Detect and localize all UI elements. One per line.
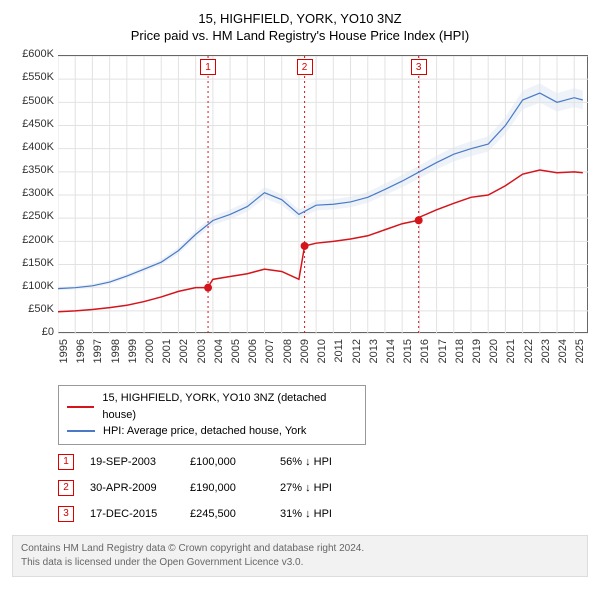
xtick-label: 2013 bbox=[368, 339, 380, 367]
xtick-label: 2003 bbox=[196, 339, 208, 367]
xtick-label: 1996 bbox=[75, 339, 87, 367]
xtick-label: 2025 bbox=[574, 339, 586, 367]
annotation-marker: 2 bbox=[58, 480, 74, 496]
xtick-label: 2009 bbox=[299, 339, 311, 367]
xtick-label: 2021 bbox=[505, 339, 517, 367]
xtick-label: 1998 bbox=[110, 339, 122, 367]
ytick-label: £500K bbox=[12, 95, 54, 107]
ytick-label: £100K bbox=[12, 280, 54, 292]
annotation-date: 30-APR-2009 bbox=[90, 475, 190, 501]
attribution-line1: Contains HM Land Registry data © Crown c… bbox=[21, 542, 579, 556]
annotation-price: £245,500 bbox=[190, 501, 280, 527]
legend-box: 15, HIGHFIELD, YORK, YO10 3NZ (detached … bbox=[58, 385, 366, 445]
annotation-row: 1 19-SEP-2003£100,00056% ↓ HPI bbox=[58, 449, 348, 475]
legend-swatch bbox=[67, 406, 94, 408]
annotation-row: 3 17-DEC-2015£245,50031% ↓ HPI bbox=[58, 501, 348, 527]
xtick-label: 2008 bbox=[282, 339, 294, 367]
xtick-label: 1995 bbox=[58, 339, 70, 367]
xtick-label: 2024 bbox=[557, 339, 569, 367]
annotation-delta: 27% ↓ HPI bbox=[280, 475, 348, 501]
xtick-label: 2020 bbox=[488, 339, 500, 367]
annotation-price: £190,000 bbox=[190, 475, 280, 501]
xtick-label: 2016 bbox=[419, 339, 431, 367]
xtick-label: 2005 bbox=[230, 339, 242, 367]
annotation-price: £100,000 bbox=[190, 449, 280, 475]
annotation-table: 1 19-SEP-2003£100,00056% ↓ HPI 2 30-APR-200… bbox=[58, 449, 348, 527]
xtick-label: 2019 bbox=[471, 339, 483, 367]
xtick-label: 2018 bbox=[454, 339, 466, 367]
ytick-label: £150K bbox=[12, 257, 54, 269]
legend-label: HPI: Average price, detached house, York bbox=[103, 423, 306, 440]
sale-marker-box: 3 bbox=[411, 59, 427, 75]
ytick-label: £600K bbox=[12, 48, 54, 60]
ytick-label: £300K bbox=[12, 187, 54, 199]
xtick-label: 2004 bbox=[213, 339, 225, 367]
xtick-label: 2007 bbox=[264, 339, 276, 367]
xtick-label: 2012 bbox=[351, 339, 363, 367]
ytick-label: £200K bbox=[12, 234, 54, 246]
xtick-label: 1999 bbox=[127, 339, 139, 367]
ytick-label: £50K bbox=[12, 303, 54, 315]
chart-area: £0 £50K £100K £150K £200K £250K £300K £350K £400… bbox=[12, 49, 588, 379]
xtick-label: 2015 bbox=[402, 339, 414, 367]
ytick-label: £450K bbox=[12, 118, 54, 130]
xtick-label: 2017 bbox=[437, 339, 449, 367]
ytick-label: £0 bbox=[12, 326, 54, 338]
xtick-label: 2014 bbox=[385, 339, 397, 367]
chart-title-line1: 15, HIGHFIELD, YORK, YO10 3NZ bbox=[12, 10, 588, 28]
legend-swatch bbox=[67, 430, 95, 432]
legend-label: 15, HIGHFIELD, YORK, YO10 3NZ (detached … bbox=[102, 390, 357, 423]
xtick-label: 2006 bbox=[247, 339, 259, 367]
xtick-label: 2001 bbox=[161, 339, 173, 367]
sale-marker-box: 2 bbox=[297, 59, 313, 75]
plot-svg bbox=[58, 56, 588, 334]
annotation-marker: 1 bbox=[58, 454, 74, 470]
annotation-row: 2 30-APR-2009£190,00027% ↓ HPI bbox=[58, 475, 348, 501]
xtick-label: 2002 bbox=[178, 339, 190, 367]
ytick-label: £250K bbox=[12, 210, 54, 222]
sale-marker-box: 1 bbox=[200, 59, 216, 75]
xtick-label: 2000 bbox=[144, 339, 156, 367]
annotation-delta: 31% ↓ HPI bbox=[280, 501, 348, 527]
annotation-delta: 56% ↓ HPI bbox=[280, 449, 348, 475]
ytick-label: £400K bbox=[12, 141, 54, 153]
xtick-label: 2022 bbox=[523, 339, 535, 367]
legend-row: 15, HIGHFIELD, YORK, YO10 3NZ (detached … bbox=[67, 390, 357, 423]
ytick-label: £550K bbox=[12, 71, 54, 83]
attribution-box: Contains HM Land Registry data © Crown c… bbox=[12, 535, 588, 577]
attribution-line2: This data is licensed under the Open Gov… bbox=[21, 556, 579, 570]
ytick-label: £350K bbox=[12, 164, 54, 176]
xtick-label: 2023 bbox=[540, 339, 552, 367]
chart-title-line2: Price paid vs. HM Land Registry's House … bbox=[12, 28, 588, 43]
xtick-label: 1997 bbox=[92, 339, 104, 367]
legend-row: HPI: Average price, detached house, York bbox=[67, 423, 357, 440]
annotation-marker: 3 bbox=[58, 506, 74, 522]
plot-region bbox=[58, 55, 588, 333]
chart-container: 15, HIGHFIELD, YORK, YO10 3NZ Price paid… bbox=[0, 0, 600, 590]
annotation-date: 17-DEC-2015 bbox=[90, 501, 190, 527]
xtick-label: 2011 bbox=[333, 339, 345, 367]
annotation-date: 19-SEP-2003 bbox=[90, 449, 190, 475]
xtick-label: 2010 bbox=[316, 339, 328, 367]
